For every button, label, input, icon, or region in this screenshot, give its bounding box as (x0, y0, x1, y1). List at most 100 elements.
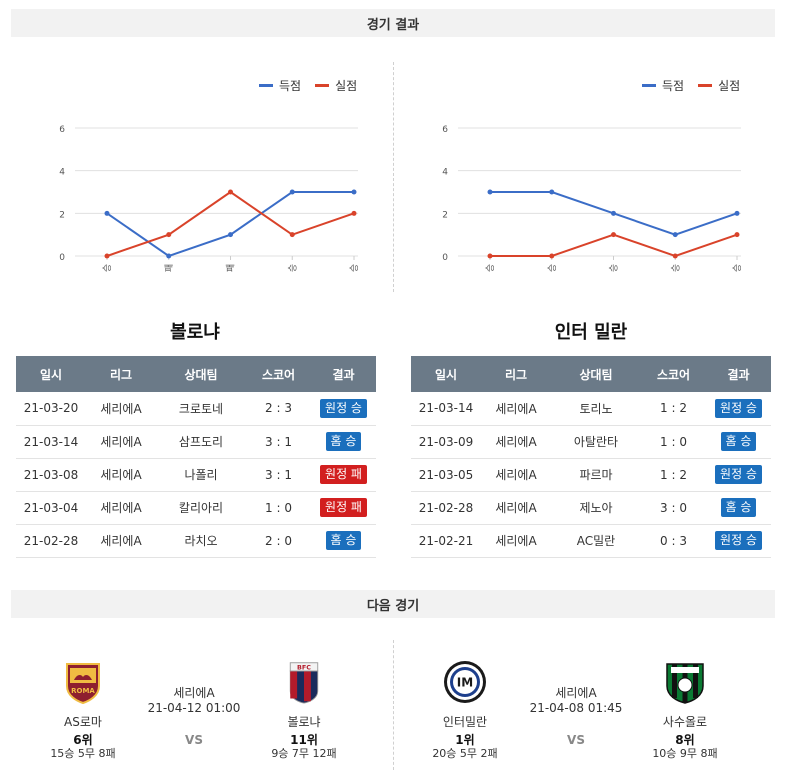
home-team-name: 인터밀란 (442, 715, 488, 729)
chart-inter-milan: 득점 실점 0 2 4 6 승 승 승 승 승 (393, 60, 773, 290)
match-time: 21-04-12 01:00 (147, 701, 241, 715)
point-conceded (549, 253, 555, 259)
cell-opponent: 칼리아리 (156, 491, 246, 525)
point-scored (549, 189, 555, 195)
cell-result: 홈 승 (706, 425, 771, 459)
home-team-rank: 6위 (73, 733, 93, 747)
table-row: 21-03-14 세리에A 토리노 1 : 2 원정 승 (411, 392, 771, 426)
x-tick-label: 승 (670, 264, 681, 272)
bologna-logo: BFC (289, 662, 319, 704)
cell-league: 세리에A (481, 458, 551, 492)
series-line-conceded (106, 190, 355, 257)
col-date: 일시 (16, 356, 86, 392)
y-tick-label: 0 (59, 253, 65, 263)
point-scored (289, 189, 295, 195)
svg-text:IM: IM (457, 676, 473, 690)
next-match-card-1[interactable]: ROMA AS로마 6위 15승 5무 8패 세리에A 21-04-12 01:… (10, 640, 390, 770)
legend-conceded: 실점 (698, 77, 740, 94)
cell-result: 원정 패 (311, 491, 376, 525)
col-score: 스코어 (641, 356, 706, 392)
svg-text:ROMA: ROMA (71, 687, 95, 695)
x-tick-label: 승 (349, 264, 360, 272)
series-line-conceded (490, 233, 738, 258)
result-badge: 원정 패 (320, 498, 367, 517)
legend-scored-label: 득점 (662, 79, 685, 93)
x-tick-label: 승 (732, 264, 743, 272)
table-row: 21-03-08 세리에A 나폴리 3 : 1 원정 패 (16, 458, 376, 492)
next-match-divider (393, 640, 394, 770)
point-conceded (611, 232, 616, 238)
cell-date: 21-02-28 (16, 524, 86, 558)
vs-label: VS (567, 733, 585, 747)
y-tick-label: 4 (59, 168, 65, 178)
legend-conceded-swatch (315, 84, 330, 87)
col-result: 결과 (706, 356, 771, 392)
x-tick-label: 패 (164, 264, 175, 272)
cell-league: 세리에A (481, 491, 551, 525)
cell-score: 2 : 0 (246, 524, 311, 558)
point-scored (611, 210, 616, 216)
cell-score: 1 : 2 (641, 458, 706, 492)
cell-score: 0 : 3 (641, 524, 706, 558)
cell-result: 원정 승 (706, 458, 771, 492)
cell-opponent: 제노아 (551, 491, 641, 525)
point-conceded (351, 210, 357, 216)
cell-league: 세리에A (481, 425, 551, 459)
col-date: 일시 (411, 356, 481, 392)
table-row: 21-03-05 세리에A 파르마 1 : 2 원정 승 (411, 458, 771, 492)
point-scored (351, 189, 357, 195)
cell-league: 세리에A (86, 392, 156, 426)
cell-score: 3 : 1 (246, 458, 311, 492)
legend-scored: 득점 (642, 77, 684, 94)
cell-opponent: 토리노 (551, 392, 641, 426)
col-opponent: 상대팀 (156, 356, 246, 392)
cell-result: 홈 승 (311, 524, 376, 558)
point-scored (672, 232, 678, 238)
col-score: 스코어 (246, 356, 311, 392)
inter-milan-logo: IM (444, 661, 486, 703)
cell-result: 원정 패 (311, 458, 376, 492)
cell-result: 원정 승 (311, 392, 376, 426)
result-badge: 홈 승 (720, 498, 757, 517)
home-team-rank: 1위 (455, 733, 475, 747)
y-tick-label: 6 (59, 125, 65, 135)
cell-opponent: AC밀란 (551, 524, 641, 558)
vs-label: VS (185, 733, 203, 747)
table-row: 21-02-21 세리에A AC밀란 0 : 3 원정 승 (411, 524, 771, 558)
point-conceded (289, 232, 295, 238)
away-team-name: 볼로냐 (287, 715, 321, 729)
table-row: 21-03-14 세리에A 삼프도리 3 : 1 홈 승 (16, 425, 376, 459)
point-conceded (672, 253, 678, 259)
legend-scored: 득점 (259, 77, 301, 94)
cell-league: 세리에A (86, 524, 156, 558)
point-scored (228, 232, 233, 238)
sassuolo-logo (666, 663, 704, 704)
col-league: 리그 (481, 356, 551, 392)
home-team-record: 20승 5무 2패 (432, 747, 498, 760)
cell-date: 21-03-04 (16, 491, 86, 525)
legend-scored-swatch (259, 84, 273, 87)
point-scored (734, 210, 740, 216)
y-tick-label: 2 (442, 210, 448, 220)
cell-score: 1 : 0 (246, 491, 311, 525)
next-match-card-2[interactable]: IM 인터밀란 1위 20승 5무 2패 세리에A 21-04-08 01:45… (393, 640, 773, 770)
chart-bologna: 득점 실점 0 2 4 6 승 패 패 승 승 (10, 60, 390, 290)
col-league: 리그 (86, 356, 156, 392)
cell-league: 세리에A (86, 491, 156, 525)
cell-date: 21-03-08 (16, 458, 86, 492)
cell-result: 홈 승 (311, 425, 376, 459)
point-conceded (166, 232, 172, 238)
cell-score: 1 : 0 (641, 425, 706, 459)
result-badge: 홈 승 (720, 432, 757, 451)
result-badge: 원정 승 (320, 398, 367, 418)
cell-date: 21-02-28 (411, 491, 481, 525)
result-badge: 원정 승 (715, 531, 762, 550)
table-header-row: 일시 리그 상대팀 스코어 결과 (16, 356, 376, 392)
table-header-row: 일시 리그 상대팀 스코어 결과 (411, 356, 771, 392)
cell-date: 21-03-14 (16, 425, 86, 459)
y-tick-label: 2 (59, 210, 65, 220)
chart-svg-bologna: 0 2 4 6 승 패 패 승 승 (59, 125, 360, 272)
match-time: 21-04-08 01:45 (529, 701, 623, 715)
point-scored (166, 253, 172, 259)
point-conceded (228, 189, 233, 195)
